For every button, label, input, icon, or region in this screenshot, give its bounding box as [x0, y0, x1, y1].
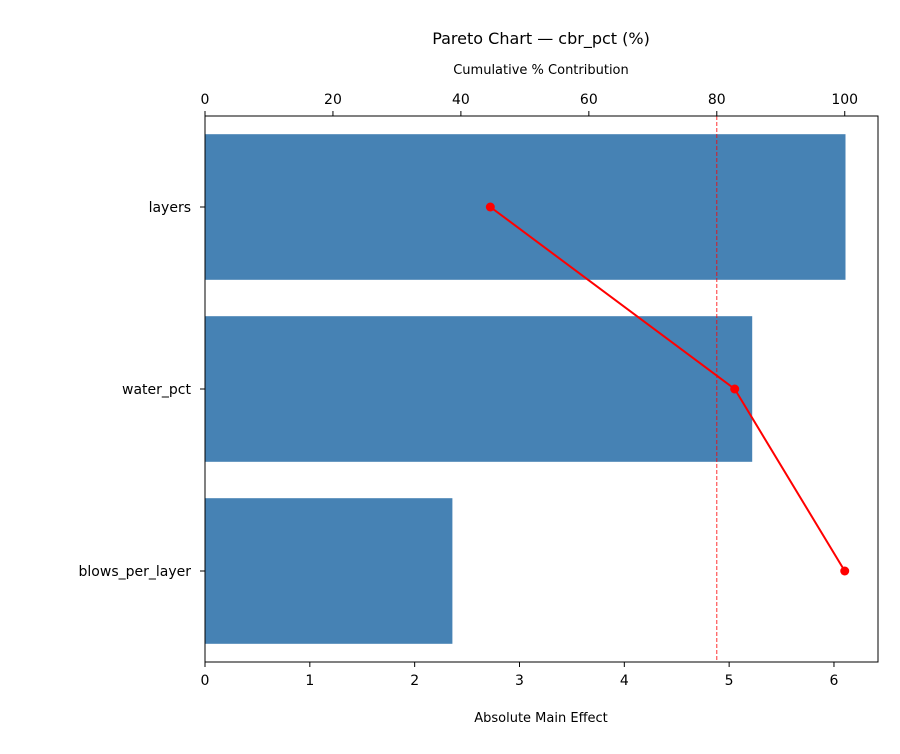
y-tick-label: blows_per_layer — [79, 564, 192, 580]
x-tick-label: 2 — [410, 673, 419, 689]
top-x-tick-label: 20 — [324, 92, 342, 108]
cumulative-point — [730, 384, 740, 394]
top-x-tick-label: 100 — [831, 92, 858, 108]
x-tick-label: 5 — [725, 673, 734, 689]
bar-blows_per_layer — [205, 498, 453, 644]
top-x-tick-label: 40 — [452, 92, 470, 108]
x-tick-label: 3 — [515, 673, 524, 689]
top-x-tick-label: 60 — [580, 92, 598, 108]
y-tick-label: layers — [149, 200, 191, 216]
x-tick-label: 6 — [830, 673, 839, 689]
bar-water_pct — [205, 316, 753, 462]
chart-title: Pareto Chart — cbr_pct (%) — [432, 29, 650, 49]
y-tick-label: water_pct — [122, 382, 191, 398]
x-tick-label: 4 — [620, 673, 629, 689]
cumulative-point — [840, 566, 850, 576]
x-axis-label: Absolute Main Effect — [474, 711, 608, 726]
top-x-tick-label: 80 — [708, 92, 726, 108]
top-x-tick-label: 0 — [201, 92, 210, 108]
bar-layers — [205, 134, 846, 280]
x-tick-label: 1 — [305, 673, 314, 689]
cumulative-point — [485, 202, 495, 212]
top-axis-label: Cumulative % Contribution — [453, 63, 629, 78]
x-tick-label: 0 — [201, 673, 210, 689]
